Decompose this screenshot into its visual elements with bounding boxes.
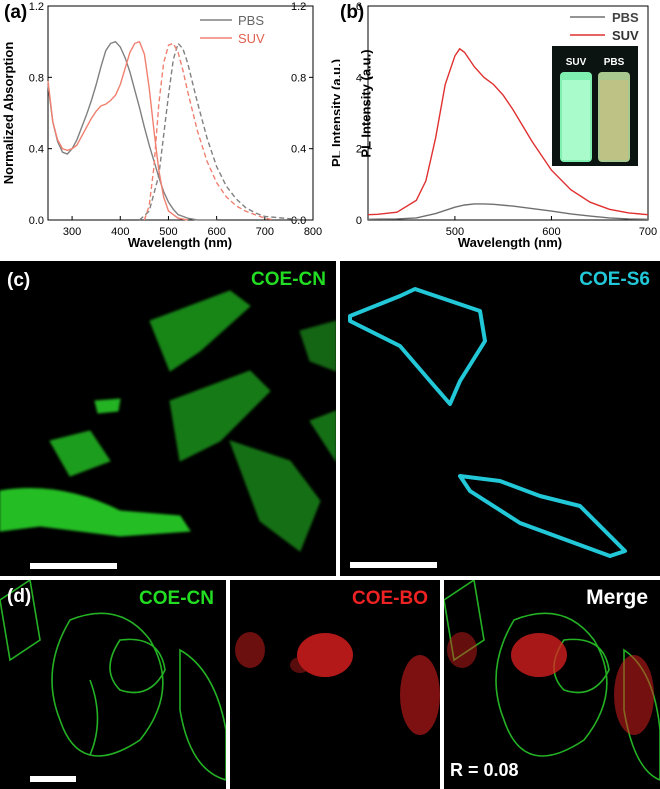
inset-label-suv: SUV bbox=[566, 57, 587, 68]
legend-label-suv: SUV bbox=[238, 31, 265, 46]
micrograph-texture bbox=[235, 632, 440, 735]
scale-bar bbox=[30, 563, 117, 569]
series-line-suv-absorption bbox=[47, 40, 188, 221]
x-axis-label: Wavelength (nm) bbox=[458, 235, 562, 250]
micrograph-texture bbox=[444, 580, 660, 781]
micrograph-title: COE-BO bbox=[352, 588, 428, 609]
plot-frame bbox=[367, 5, 649, 221]
x-tick-label: 500 bbox=[159, 226, 177, 238]
x-tick-label: 800 bbox=[304, 226, 322, 238]
plot-frame bbox=[47, 5, 314, 221]
inset-label-pbs: PBS bbox=[604, 57, 625, 68]
x-tick-label: 600 bbox=[542, 226, 560, 238]
legend: PBS SUV bbox=[200, 13, 265, 46]
series-line-pbs bbox=[367, 203, 649, 220]
y-tick-label-right: 0.8 bbox=[291, 72, 306, 84]
micrograph-coe-bo: COE-BO bbox=[230, 580, 440, 789]
y-tick-label: 2 bbox=[356, 144, 362, 156]
y-tick-label-left: 0.8 bbox=[29, 72, 44, 84]
micrograph-title: Merge bbox=[586, 586, 648, 609]
vial-photo-inset: SUV PBS bbox=[552, 46, 638, 166]
x-axis-label: Wavelength (nm) bbox=[128, 235, 232, 250]
pl-intensity-chart: Wavelength (nm) 500 600 700 0 2 4 6 PBS SUV S… bbox=[356, 1, 657, 250]
micrograph-coe-cn-c: COE-CN bbox=[0, 261, 336, 576]
legend-label-pbs: PBS bbox=[612, 10, 639, 25]
series-line-pbs-absorption bbox=[47, 40, 217, 221]
micrograph-texture bbox=[348, 287, 627, 558]
absorption-emission-chart: Wavelength (nm) Normalized Absorption PL… bbox=[1, 1, 340, 250]
micrograph-coe-cn-d: COE-CN bbox=[0, 580, 226, 789]
y-tick-label-left: 1.2 bbox=[29, 1, 44, 13]
y-axis-label-left: Normalized Absorption bbox=[1, 42, 16, 185]
series-line-suv bbox=[367, 47, 649, 216]
y-tick-label-right: 0.4 bbox=[291, 144, 306, 156]
micrograph-coe-s6: COE-S6 bbox=[340, 261, 660, 576]
y-tick-label-right: 1.2 bbox=[291, 1, 306, 13]
panel-label-d: (d) bbox=[7, 586, 32, 607]
panel-label-a: (a) bbox=[4, 2, 28, 23]
x-tick-label: 600 bbox=[207, 226, 225, 238]
y-axis-label-right: PL Intensity (a.u.) bbox=[329, 59, 340, 167]
scale-bar bbox=[350, 562, 437, 568]
y-tick-label: 6 bbox=[356, 1, 362, 13]
series-line-pbs-emission bbox=[139, 41, 304, 221]
legend: PBS SUV bbox=[570, 10, 639, 43]
x-tick-label: 700 bbox=[256, 226, 274, 238]
micrograph-texture bbox=[0, 290, 336, 552]
panel-label-b: (b) bbox=[340, 2, 365, 23]
x-tick-label: 300 bbox=[63, 226, 81, 238]
y-tick-label: 0 bbox=[356, 215, 362, 227]
panel-label-c: (c) bbox=[7, 270, 31, 291]
y-tick-label-right: 0.0 bbox=[291, 215, 306, 227]
y-tick-label-left: 0.4 bbox=[29, 144, 44, 156]
x-tick-label: 700 bbox=[639, 226, 657, 238]
micrograph-merge: Merge R = 0.08 bbox=[444, 580, 660, 789]
legend-label-pbs: PBS bbox=[238, 13, 264, 28]
legend-label-suv: SUV bbox=[612, 28, 639, 43]
x-tick-label: 500 bbox=[446, 226, 464, 238]
x-tick-label: 400 bbox=[111, 226, 129, 238]
micrograph-texture bbox=[0, 580, 226, 781]
pearson-coefficient: R = 0.08 bbox=[450, 760, 519, 780]
y-tick-label-left: 0.0 bbox=[29, 215, 44, 227]
micrograph-title: COE-S6 bbox=[579, 269, 650, 290]
y-axis-label-b: PL Intensity (a.u.) bbox=[358, 49, 374, 158]
y-tick-label: 4 bbox=[356, 72, 362, 84]
series-line-suv-emission bbox=[143, 42, 275, 221]
scale-bar bbox=[30, 776, 76, 782]
micrograph-title: COE-CN bbox=[139, 588, 214, 609]
micrograph-title: COE-CN bbox=[251, 269, 326, 290]
